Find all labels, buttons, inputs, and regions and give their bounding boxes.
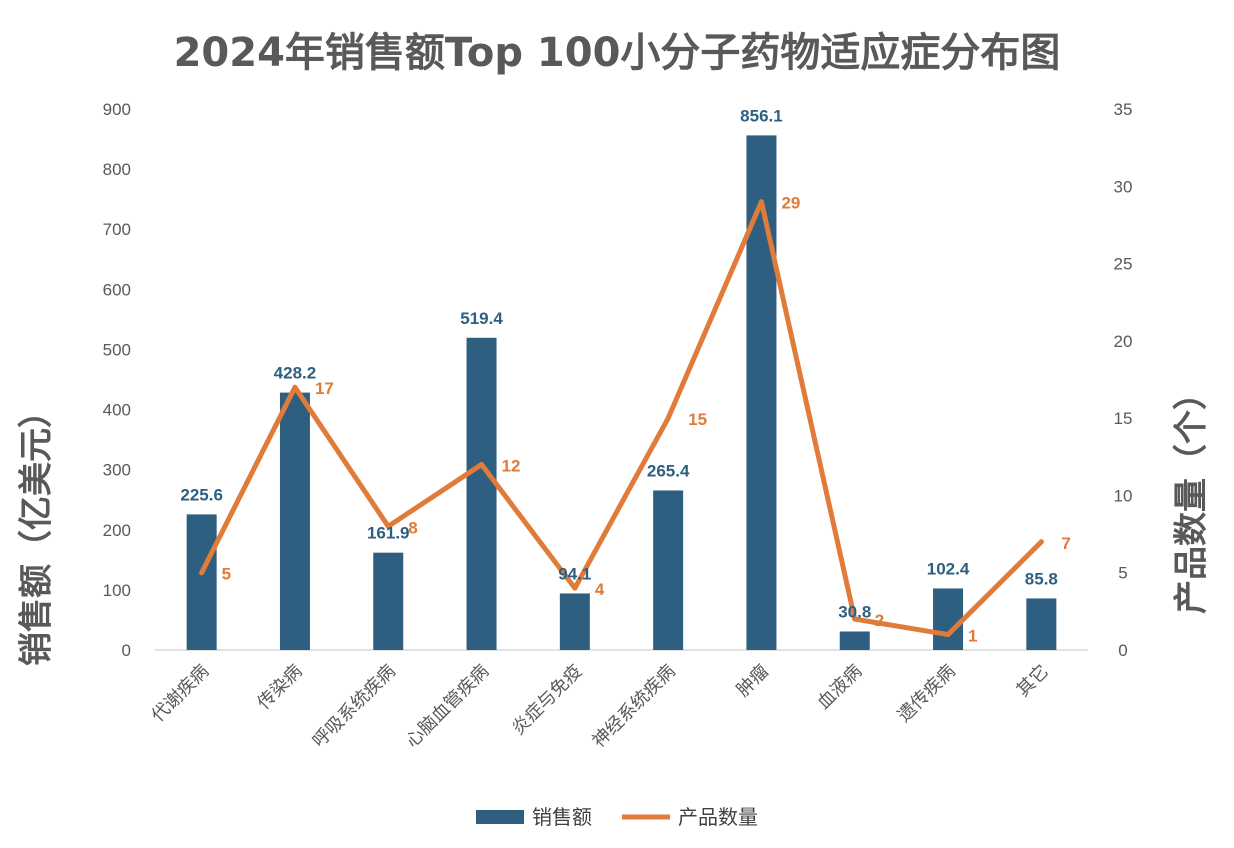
bar-value-label: 265.4 [647,461,690,480]
y-tick-label: 100 [103,581,131,600]
line-path [199,199,1044,638]
line-value-label: 12 [502,457,521,476]
bar [1026,598,1057,650]
bar-value-label: 85.8 [1025,569,1058,588]
y-tick-label: 600 [103,280,131,299]
category-labels: 代谢疾病 传染病 呼吸系统疾病 心脑血管疾病 炎症与免疫 神经系统疾病 肿瘤 血液病 遗传疾病 其… [147,661,1052,752]
bar [279,392,310,650]
y2-tick-label: 20 [1114,332,1133,351]
line-point [199,570,205,576]
bar [839,631,870,650]
line-point [385,523,391,529]
category-label: 传染病 [253,661,306,714]
line-point [572,585,578,591]
y-tick-label: 200 [103,521,131,540]
line-point [758,199,764,205]
y2-axis-ticks: 0 5 10 15 20 25 30 35 [1114,100,1133,660]
line-value-label: 4 [595,580,605,599]
line-value-label: 7 [1061,534,1070,553]
bar-value-label: 102.4 [927,559,970,578]
y-tick-label: 500 [103,340,131,359]
y-tick-label: 400 [103,401,131,420]
y2-tick-label: 30 [1114,177,1133,196]
category-label: 遗传疾病 [894,661,960,727]
bar-value-label: 856.1 [740,106,783,125]
legend-bar-label: 销售额 [532,805,592,829]
line-value-label: 2 [875,611,884,630]
line-point [1038,539,1044,545]
y2-tick-label: 25 [1114,255,1133,274]
y2-tick-label: 10 [1114,486,1133,505]
y-axis-label: 销售额（亿美元） [17,394,57,666]
bar-value-label: 30.8 [838,602,871,621]
line-series [199,199,1044,638]
bar [373,552,404,650]
bar [933,588,964,650]
bar [653,490,684,650]
bar [186,514,217,650]
bar-value-label: 428.2 [274,364,317,383]
y2-tick-label: 35 [1114,100,1133,119]
bars [186,135,1057,650]
y-tick-label: 0 [122,641,131,660]
category-label: 炎症与免疫 [508,661,586,739]
category-label: 其它 [1013,661,1053,701]
bar-value-label: 225.6 [180,485,223,504]
bar-value-label: 94.1 [558,564,591,583]
bar [559,593,590,650]
line-point [852,616,858,622]
legend-bar-swatch [476,810,524,824]
category-label: 代谢疾病 [147,661,213,727]
category-label: 呼吸系统疾病 [309,661,400,752]
y-tick-label: 700 [103,220,131,239]
category-label: 心脑血管疾病 [402,661,493,752]
bar-labels: 225.6 428.2 161.9 519.4 94.1 265.4 856.1 30.8 10… [180,106,1058,621]
y2-axis-label: 产品数量（个） [1172,376,1212,614]
line-point [665,415,671,421]
line-value-label: 17 [315,379,334,398]
y2-tick-label: 15 [1114,409,1133,428]
y-tick-label: 900 [103,100,131,119]
bar-value-label: 161.9 [367,524,410,543]
bar-value-label: 519.4 [460,309,503,328]
legend-line-label: 产品数量 [678,805,758,829]
line-point [479,462,485,468]
line-value-label: 29 [781,194,800,213]
line-point [292,384,298,390]
legend: 销售额 产品数量 [476,805,758,829]
line-value-label: 5 [222,565,231,584]
bar [466,337,497,650]
y-axis-ticks: 0 100 200 300 400 500 600 700 800 900 [103,100,131,660]
line-value-label: 15 [688,410,707,429]
category-label: 神经系统疾病 [588,661,679,752]
chart-title: 2024年销售额Top 100小分子药物适应症分布图 [173,30,1061,76]
line-value-label: 8 [408,518,417,537]
line-point [945,632,951,638]
line-value-label: 1 [968,627,977,646]
y2-tick-label: 5 [1118,564,1127,583]
category-label: 血液病 [813,661,866,714]
y-tick-label: 300 [103,461,131,480]
y-tick-label: 800 [103,160,131,179]
y2-tick-label: 0 [1118,641,1127,660]
category-label: 肿瘤 [733,661,773,701]
